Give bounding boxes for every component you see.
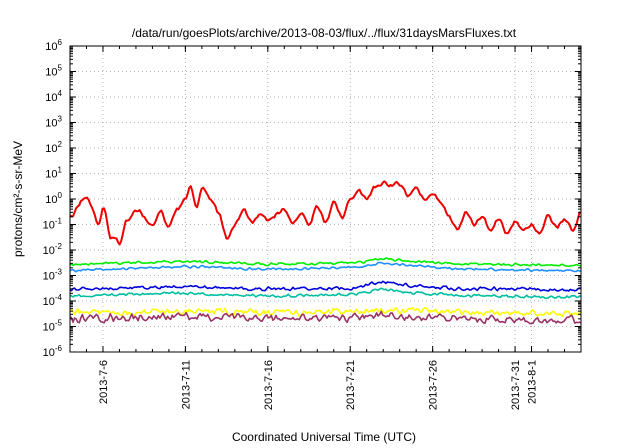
y-tick-label: 105 bbox=[45, 64, 62, 79]
series-line-2 bbox=[70, 257, 581, 268]
y-tick-label: 10-3 bbox=[43, 268, 63, 283]
series-line-3 bbox=[70, 261, 581, 273]
series-line-4 bbox=[70, 280, 581, 292]
y-tick-label: 102 bbox=[45, 140, 62, 155]
grid bbox=[70, 46, 581, 352]
x-tick-label: 2013-7-11 bbox=[180, 360, 192, 409]
y-tick-label: 100 bbox=[45, 191, 62, 206]
series-line-6 bbox=[70, 306, 581, 318]
series-line-5 bbox=[70, 287, 581, 300]
x-tick-label: 2013-7-26 bbox=[428, 360, 440, 410]
series-line-1 bbox=[70, 180, 581, 246]
series-line-7 bbox=[70, 310, 581, 325]
chart-title: /data/run/goesPlots/archive/2013-08-03/f… bbox=[132, 26, 517, 40]
y-axis-label: protons/cm²-s-sr-MeV bbox=[11, 141, 25, 257]
x-axis: 2013-7-6 2013-7-11 2013-7-16 2013-7-21 2013-… bbox=[69, 46, 582, 410]
x-tick-label: 2013-7-16 bbox=[263, 360, 275, 410]
y-tick-label: 104 bbox=[45, 89, 62, 104]
x-tick-label: 2013-7-21 bbox=[345, 360, 357, 410]
y-tick-label: 10-5 bbox=[43, 319, 63, 334]
x-axis-label: Coordinated Universal Time (UTC) bbox=[232, 430, 416, 444]
y-axis: 10-6 10-5 10-4 10-3 10-2 10-1 100 101 102 103 104 1… bbox=[43, 38, 581, 359]
x-tick-label: 2013-7-6 bbox=[98, 360, 110, 404]
x-tick-label: 2013-7-31 bbox=[510, 360, 522, 410]
y-tick-label: 106 bbox=[45, 38, 62, 53]
x-tick-label: 2013-8-1 bbox=[527, 360, 539, 404]
y-tick-label: 10-2 bbox=[43, 242, 63, 257]
y-tick-label: 101 bbox=[45, 166, 62, 181]
series-group bbox=[70, 180, 581, 325]
y-tick-label: 10-4 bbox=[43, 293, 63, 308]
y-tick-label: 10-6 bbox=[43, 344, 63, 359]
y-tick-label: 103 bbox=[45, 115, 62, 130]
y-tick-label: 10-1 bbox=[43, 217, 63, 232]
